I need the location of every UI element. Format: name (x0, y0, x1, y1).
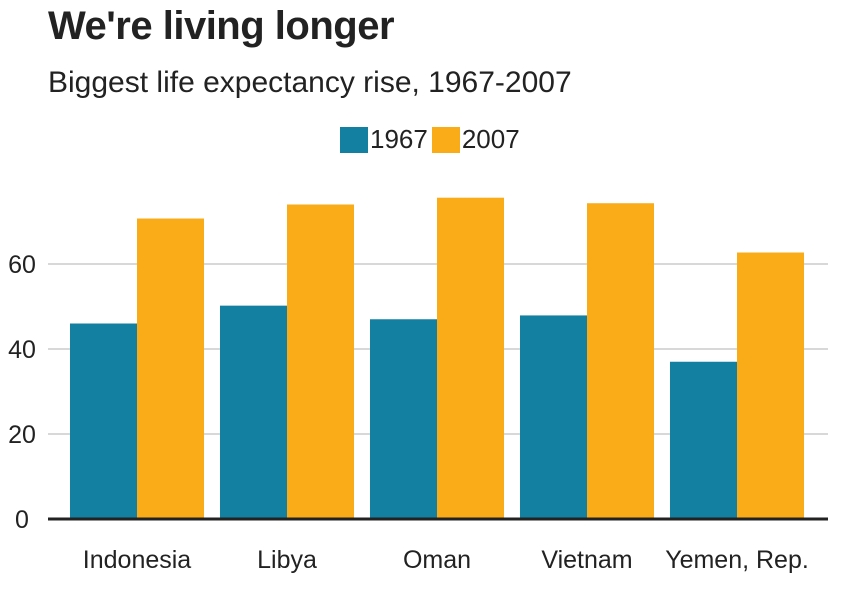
bar-2007-oman (437, 197, 504, 519)
x-tick-label: Yemen, Rep. (665, 546, 809, 574)
legend-swatch-2007 (431, 126, 460, 153)
legend-item-2007: 2007 (431, 124, 524, 155)
x-tick-label: Indonesia (83, 546, 192, 574)
bar-1967-libya (220, 305, 287, 519)
bar-1967-vietnam (520, 315, 587, 519)
bar-1967-yemen-rep- (670, 361, 737, 519)
x-tick-label: Libya (257, 546, 317, 574)
chart-subtitle: Biggest life expectancy rise, 1967-2007 (48, 66, 572, 99)
y-tick-label-0: 0 (15, 506, 29, 534)
y-tick-label-20: 20 (8, 421, 36, 449)
bar-2007-libya (287, 204, 354, 519)
legend-label-2007: 2007 (461, 124, 520, 154)
legend-swatch-1967 (340, 126, 368, 153)
chart-title: We're living longer (48, 4, 395, 48)
legend-item-1967: 1967 (340, 124, 432, 155)
x-tick-label: Oman (403, 546, 471, 574)
bar-1967-oman (370, 319, 437, 519)
x-tick-label: Vietnam (541, 546, 632, 574)
y-tick-label-40: 40 (8, 336, 36, 364)
y-tick-label-60: 60 (8, 251, 36, 279)
legend: 1967 2007 (340, 124, 524, 155)
bar-1967-indonesia (70, 323, 137, 519)
legend-label-1967: 1967 (370, 124, 428, 154)
bar-2007-vietnam (587, 203, 654, 519)
bar-2007-indonesia (137, 218, 204, 519)
bar-2007-yemen-rep- (737, 252, 804, 519)
